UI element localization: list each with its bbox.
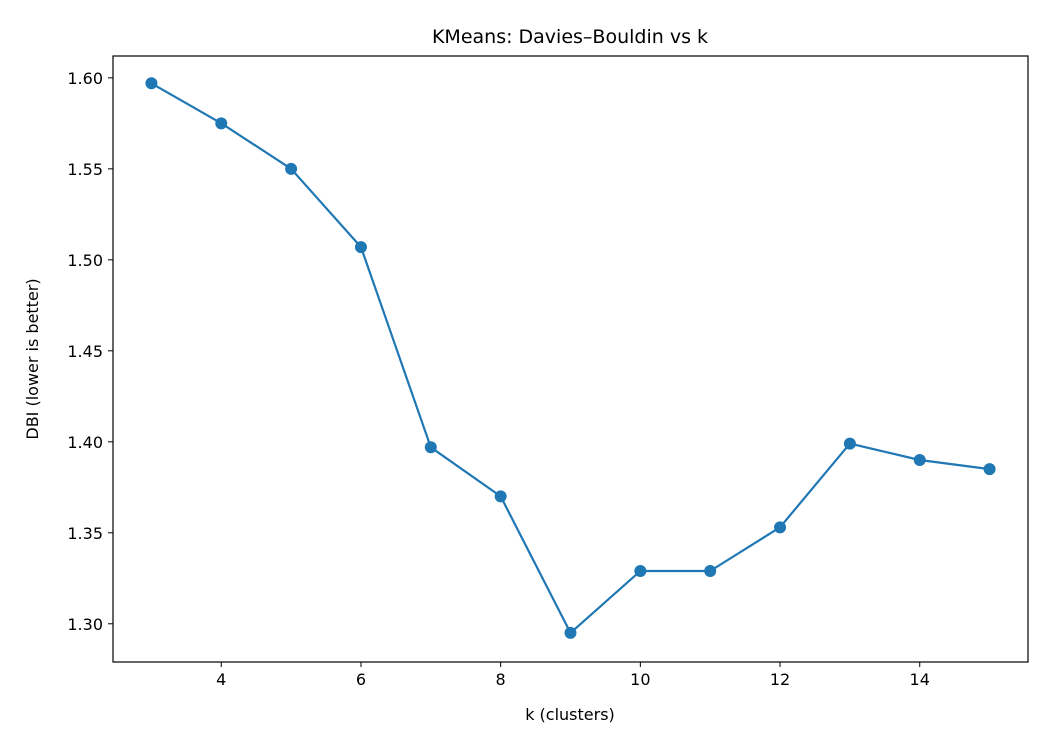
y-tick-label: 1.60 — [67, 69, 103, 88]
chart-title: KMeans: Davies–Bouldin vs k — [432, 26, 708, 48]
x-tick-label: 4 — [216, 670, 226, 689]
y-axis-label: DBI (lower is better) — [23, 278, 42, 439]
data-point — [424, 441, 437, 454]
data-point — [704, 565, 717, 578]
data-point — [285, 162, 298, 175]
data-point — [983, 463, 996, 476]
y-axis-ticks: 1.30 1.35 1.40 1.45 1.50 1.55 1.60 — [67, 69, 113, 634]
data-point — [494, 490, 507, 503]
x-axis-ticks: 4 6 8 10 12 14 — [216, 662, 930, 689]
x-tick-label: 10 — [630, 670, 650, 689]
data-point — [564, 626, 577, 639]
x-tick-label: 12 — [770, 670, 790, 689]
x-axis-label: k (clusters) — [525, 705, 615, 724]
y-tick-label: 1.45 — [67, 342, 103, 361]
x-tick-label: 14 — [910, 670, 930, 689]
plot-frame — [112, 55, 1029, 663]
x-tick-label: 6 — [356, 670, 366, 689]
data-point — [354, 241, 367, 254]
x-tick-label: 8 — [496, 670, 506, 689]
series-line — [150, 82, 990, 635]
data-point — [774, 521, 787, 534]
data-point — [843, 437, 856, 450]
data-point — [215, 117, 228, 130]
y-tick-label: 1.40 — [67, 433, 103, 452]
data-point — [145, 77, 158, 90]
y-tick-label: 1.30 — [67, 615, 103, 634]
y-tick-label: 1.35 — [67, 524, 103, 543]
y-tick-label: 1.50 — [67, 251, 103, 270]
data-point — [913, 454, 926, 466]
data-point — [634, 565, 647, 578]
y-tick-label: 1.55 — [67, 160, 103, 179]
series-layer — [145, 77, 996, 639]
